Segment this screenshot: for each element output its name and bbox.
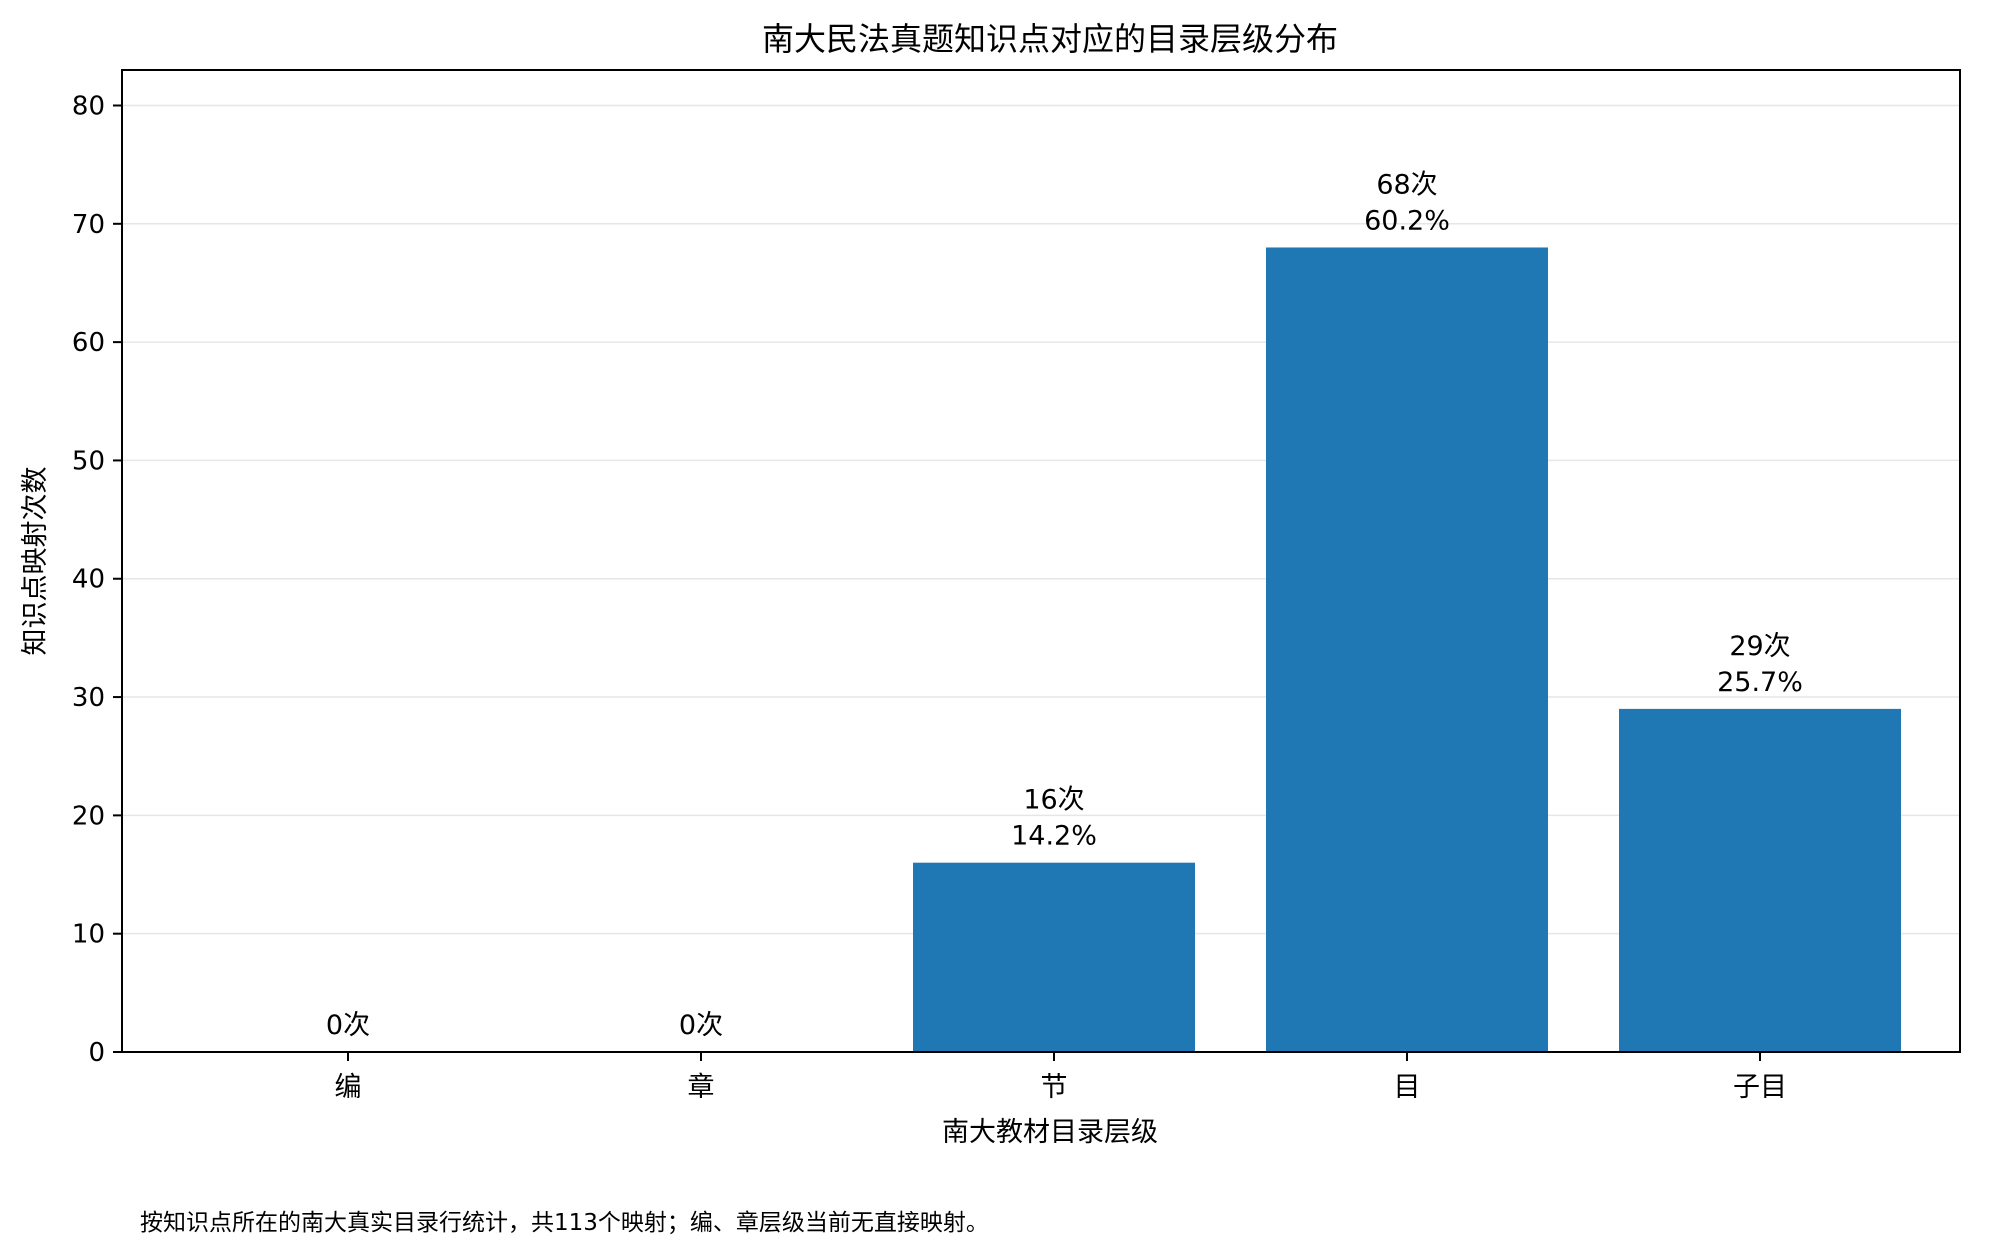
data-label: 68次 [1376, 169, 1437, 200]
data-label: 60.2% [1364, 205, 1450, 236]
bar [1266, 247, 1548, 1053]
y-tick-label: 40 [72, 565, 105, 595]
data-label: 0次 [326, 1010, 370, 1041]
y-tick-label: 0 [88, 1038, 105, 1068]
bar [1619, 708, 1901, 1052]
x-axis-ticks: 编 章 节 目 子目 [335, 1052, 1787, 1103]
x-tick-label: 目 [1394, 1072, 1421, 1103]
data-label: 16次 [1023, 785, 1084, 816]
data-label: 25.7% [1717, 667, 1803, 698]
chart-title: 南大民法真题知识点对应的目录层级分布 [762, 20, 1338, 58]
x-tick-label: 编 [335, 1072, 362, 1103]
y-axis-label: 知识点映射次数 [20, 467, 51, 656]
data-label: 0次 [679, 1010, 723, 1041]
footnote: 按知识点所在的南大真实目录行统计，共113个映射；编、章层级当前无直接映射。 [140, 1210, 989, 1236]
y-tick-label: 10 [72, 920, 105, 950]
y-tick-label: 50 [72, 446, 105, 476]
y-axis-ticks: 0 10 20 30 40 50 60 70 80 [72, 91, 122, 1068]
x-tick-label: 子目 [1733, 1072, 1787, 1103]
y-tick-label: 80 [72, 91, 105, 121]
bars [913, 247, 1901, 1053]
data-label: 29次 [1729, 631, 1790, 662]
data-labels: 0次 0次 16次 14.2% 68次 60.2% 29次 25.7% [326, 169, 1803, 1041]
y-tick-label: 30 [72, 683, 105, 713]
x-tick-label: 节 [1041, 1072, 1068, 1103]
y-tick-label: 20 [72, 801, 105, 831]
bar [913, 862, 1195, 1052]
x-tick-label: 章 [688, 1072, 715, 1103]
plot-frame [121, 69, 1961, 1053]
x-axis-label: 南大教材目录层级 [942, 1117, 1158, 1148]
y-tick-label: 60 [72, 328, 105, 358]
y-tick-label: 70 [72, 210, 105, 240]
data-label: 14.2% [1011, 821, 1097, 852]
grid-lines [122, 104, 1960, 1053]
